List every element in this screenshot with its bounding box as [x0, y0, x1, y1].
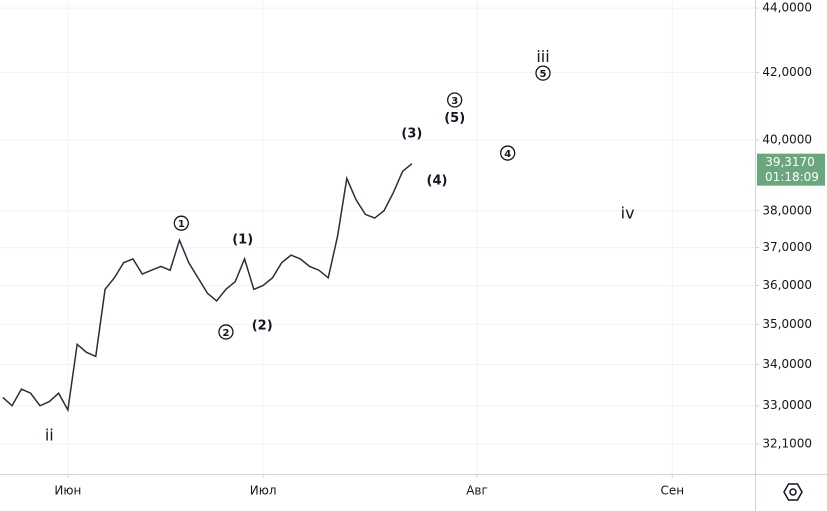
x-tick-label: Авг	[466, 484, 488, 498]
wave-circle	[218, 324, 234, 340]
y-tick-label: 44,0000	[762, 1, 812, 15]
y-tick-label: 34,0000	[762, 357, 812, 371]
wave-label: ii	[45, 425, 54, 444]
wave-label: 5	[540, 69, 547, 80]
wave-label: (1)	[232, 233, 253, 248]
settings-icon[interactable]	[783, 483, 803, 501]
wave-label: iii	[536, 47, 549, 66]
settings-hex[interactable]	[783, 483, 803, 501]
grid	[0, 0, 759, 478]
wave-label: (4)	[427, 174, 448, 189]
y-tick-label: 42,0000	[762, 65, 812, 79]
y-tick-label: 35,0000	[762, 317, 812, 331]
wave-label: (2)	[252, 318, 273, 333]
settings-dot[interactable]	[789, 488, 797, 496]
y-tick-label: 33,0000	[762, 398, 812, 412]
x-tick-label: Июн	[54, 484, 81, 498]
wave-circle	[173, 215, 189, 231]
wave-label: 4	[504, 149, 511, 160]
wave-circle	[500, 145, 516, 161]
y-tick-label: 38,0000	[762, 203, 812, 217]
x-tick-label: Сен	[660, 484, 684, 498]
wave-label: (3)	[401, 126, 422, 141]
wave-label: (5)	[444, 111, 465, 126]
wave-label: 1	[178, 219, 185, 230]
price-line	[2, 163, 413, 413]
wave-label: iv	[621, 203, 635, 222]
y-tick-label: 37,0000	[762, 240, 812, 254]
y-tick-label: 36,0000	[762, 278, 812, 292]
wave-label: 3	[451, 96, 458, 107]
y-tick-label: 32,1000	[762, 436, 812, 450]
y-tick-label: 40,0000	[762, 132, 812, 146]
last-price-label: 39,3170	[765, 155, 815, 169]
wave-circle	[447, 92, 463, 108]
countdown-label: 01:18:09	[765, 170, 819, 184]
wave-circle	[535, 65, 551, 81]
wave-label: 2	[222, 328, 229, 339]
x-tick-label: Июл	[250, 484, 277, 498]
last-price-box	[757, 153, 825, 186]
